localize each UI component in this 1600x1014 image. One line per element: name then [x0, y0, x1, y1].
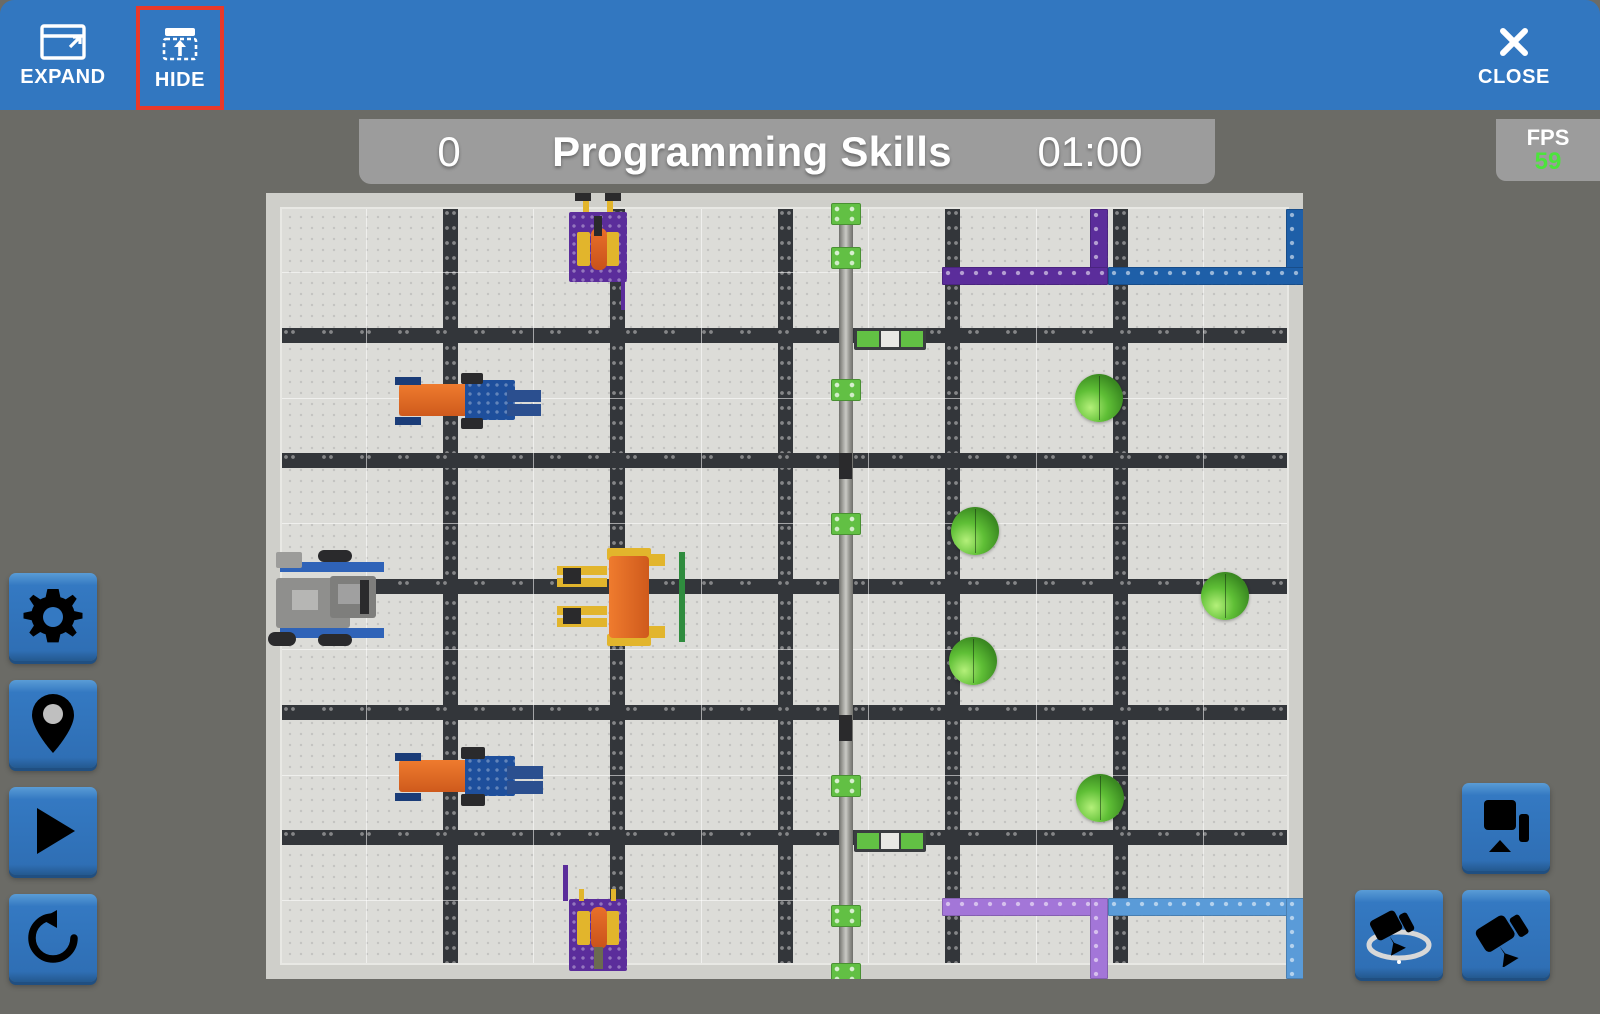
field-surface — [266, 193, 1303, 979]
expand-button[interactable]: EXPAND — [17, 6, 109, 104]
field-seam-horizontal — [282, 523, 1287, 524]
rail-clip — [831, 905, 861, 927]
field-barrier-bot-blue-vertical[interactable] — [1286, 898, 1303, 979]
robot-blue-upper[interactable] — [395, 373, 541, 429]
camera-free-button[interactable] — [1462, 890, 1550, 978]
hide-button[interactable]: HIDE — [136, 6, 224, 110]
reset-button[interactable] — [9, 894, 97, 982]
rail-shuttle — [854, 830, 926, 852]
robot-purple-top[interactable] — [569, 193, 627, 310]
play-button[interactable] — [9, 787, 97, 875]
rail-segment-dark — [839, 715, 852, 741]
fps-label: FPS — [1526, 124, 1570, 150]
rail-clip — [831, 775, 861, 797]
map-pin-icon — [23, 691, 83, 757]
top-toolbar: EXPAND HIDE CLOSE — [0, 0, 1600, 110]
rail-shuttle — [854, 328, 926, 350]
field-barrier-bot-purple-horizontal[interactable] — [942, 898, 1108, 916]
rail-clip — [831, 203, 861, 225]
field-barrier-top-blue-vertical[interactable] — [1286, 209, 1303, 281]
camera-top-view-icon — [1475, 796, 1537, 858]
field-barrier-top-blue-horizontal[interactable] — [1108, 267, 1303, 285]
hide-button-label: HIDE — [154, 68, 206, 91]
field-seam-vertical — [868, 209, 869, 963]
field-seam-vertical — [1036, 209, 1037, 963]
competition-field[interactable] — [266, 193, 1303, 979]
field-gridline-horizontal — [282, 328, 1287, 343]
field-barrier-top-purple-horizontal[interactable] — [942, 267, 1108, 285]
waypoint-button[interactable] — [9, 680, 97, 768]
simulation-stage: 0 Programming Skills 01:00 FPS 59 — [0, 110, 1600, 1014]
field-seam-vertical — [533, 209, 534, 963]
robot-blue-lower[interactable] — [395, 747, 543, 806]
game-ball[interactable] — [951, 507, 999, 555]
rail-clip — [831, 379, 861, 401]
robot-purple-bottom[interactable] — [563, 865, 627, 971]
camera-orbit-icon — [1362, 898, 1436, 970]
field-perimeter — [266, 193, 1303, 979]
field-barrier-bot-purple-vertical[interactable] — [1090, 898, 1108, 979]
field-seam-horizontal — [282, 775, 1287, 776]
gear-icon — [21, 585, 85, 649]
center-rail — [839, 209, 853, 963]
game-ball[interactable] — [1076, 774, 1124, 822]
field-barrier-top-purple-vertical[interactable] — [1090, 209, 1108, 281]
settings-button[interactable] — [9, 573, 97, 661]
hide-panel-icon — [158, 25, 202, 65]
expand-button-label: EXPAND — [20, 65, 106, 88]
field-seam-vertical — [701, 209, 702, 963]
rail-clip — [831, 247, 861, 269]
field-seam-horizontal — [282, 272, 1287, 273]
expand-window-icon — [39, 22, 87, 62]
camera-top-view-button[interactable] — [1462, 783, 1550, 871]
field-gridline-horizontal — [282, 830, 1287, 845]
camera-orbit-button[interactable] — [1355, 890, 1443, 978]
camera-free-icon — [1472, 901, 1540, 967]
game-ball[interactable] — [1075, 374, 1123, 422]
field-barrier-bot-blue-horizontal[interactable] — [1108, 898, 1303, 916]
scoreboard: 0 Programming Skills 01:00 — [359, 119, 1215, 184]
field-gridline-horizontal — [282, 579, 1287, 594]
fps-indicator: FPS 59 — [1496, 119, 1600, 181]
rail-clip — [831, 963, 861, 979]
score-value: 0 — [437, 127, 461, 175]
fps-value: 59 — [1534, 147, 1562, 175]
robot-yellow-center[interactable] — [557, 548, 685, 646]
reset-icon — [23, 908, 83, 968]
field-gridline-horizontal — [282, 453, 1287, 468]
match-timer: 01:00 — [1037, 127, 1143, 175]
field-gridline-horizontal — [282, 705, 1287, 720]
rail-clip — [831, 513, 861, 535]
close-button[interactable]: CLOSE — [1466, 6, 1562, 104]
robot-grey-left[interactable] — [268, 550, 399, 646]
field-seam-horizontal — [282, 398, 1287, 399]
play-icon — [24, 802, 82, 860]
match-title: Programming Skills — [552, 127, 952, 175]
rail-segment-dark — [839, 453, 852, 479]
field-seam-horizontal — [282, 900, 1287, 901]
field-seam-horizontal — [282, 649, 1287, 650]
close-button-label: CLOSE — [1478, 65, 1550, 88]
game-ball[interactable] — [949, 637, 997, 685]
close-x-icon — [1494, 22, 1534, 62]
game-ball[interactable] — [1201, 572, 1249, 620]
